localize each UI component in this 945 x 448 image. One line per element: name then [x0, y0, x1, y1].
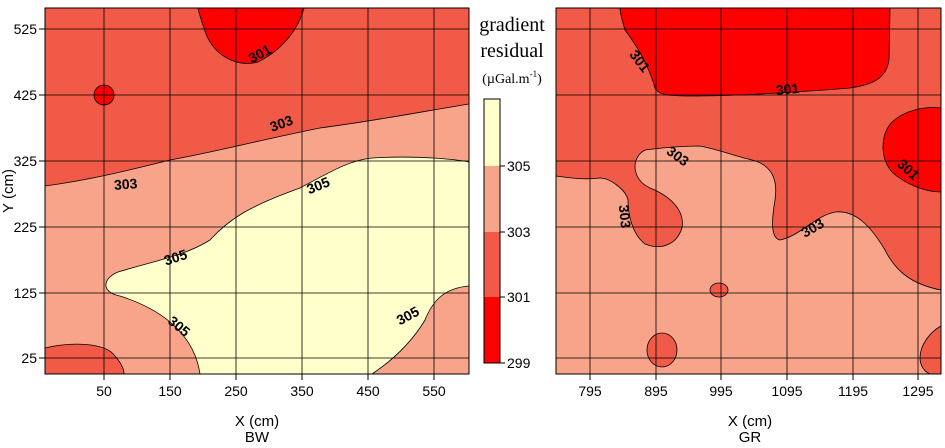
x-tick-label: 250 [224, 383, 248, 399]
legend-swatch-303-305 [484, 166, 500, 232]
y-tick-label: 525 [14, 21, 38, 37]
legend-level-label: 299 [507, 355, 531, 371]
panel-subtitle-bw: BW [245, 429, 270, 446]
legend-swatch-299-301 [484, 297, 500, 363]
plot-frame-gr [555, 7, 942, 375]
x-tick-label: 995 [709, 383, 733, 399]
spot-301-303-gr-center [709, 282, 729, 298]
x-axis-label-gr: X (cm) [728, 413, 772, 430]
contour-fill-bw [45, 8, 469, 374]
band-299-301-gr-top [619, 8, 891, 97]
y-tick-label: 325 [14, 153, 38, 169]
panel-subtitle-gr: GR [739, 429, 762, 446]
contour-label-gr-1: 301 [775, 80, 800, 98]
x-tick-label: 795 [578, 383, 602, 399]
x-tick-label: 150 [158, 383, 182, 399]
grid-gr [556, 8, 941, 374]
x-tick-label: 1095 [771, 383, 802, 399]
y-tick-label: 425 [14, 87, 38, 103]
contour-label-bw-1: 303 [268, 112, 296, 135]
panel-gr: 301 301 301 303 303 303 795 895 995 1095… [555, 7, 942, 446]
contour-label-bw-4: 305 [162, 246, 189, 269]
x-tick-label: 1195 [838, 383, 868, 399]
y-tick-label: 225 [14, 219, 38, 235]
plot-frame-bw [44, 7, 470, 375]
legend-level-label: 305 [507, 158, 531, 174]
band-301-303-bw [45, 8, 469, 187]
legend-title-line1: gradient [479, 14, 545, 36]
contour-fill-gr [556, 8, 941, 374]
x-tick-label: 895 [644, 383, 668, 399]
legend-frame [483, 98, 501, 364]
band-299-301-bw [197, 8, 305, 64]
band-299-301-gr-right [882, 107, 941, 193]
spot-301-303-gr-bottom [646, 332, 678, 368]
legend: gradient residual (µGal.m-1) 305 303 301… [479, 14, 545, 371]
contour-label-bw-2: 303 [113, 175, 138, 193]
legend-level-label: 303 [507, 224, 531, 240]
x-tick-label: 550 [422, 383, 446, 399]
legend-ticks [500, 165, 505, 364]
y-axis-label-bw: Y (cm) [0, 169, 17, 213]
y-tick-label: 25 [21, 350, 37, 366]
legend-swatch-305-307 [484, 99, 500, 166]
y-tick-label: 125 [14, 285, 38, 301]
x-axis-bw [103, 374, 435, 380]
legend-swatch-301-303 [484, 232, 500, 297]
y-axis-bw [39, 28, 45, 359]
x-tick-label: 450 [356, 383, 380, 399]
band-305-bw [105, 156, 469, 374]
legend-title-line2: residual [480, 40, 544, 62]
x-tick-label: 350 [290, 383, 314, 399]
x-axis-gr [589, 374, 919, 380]
contour-label-gr-4: 303 [616, 204, 634, 229]
x-tick-label: 1295 [902, 383, 933, 399]
legend-units: (µGal.m-1) [482, 69, 542, 87]
panel-bw: 301 303 303 305 305 305 305 525 425 325 … [0, 7, 470, 446]
x-tick-label: 50 [96, 383, 112, 399]
legend-level-label: 301 [507, 289, 531, 305]
x-axis-label-bw: X (cm) [235, 413, 279, 430]
grid-bw [45, 8, 469, 374]
